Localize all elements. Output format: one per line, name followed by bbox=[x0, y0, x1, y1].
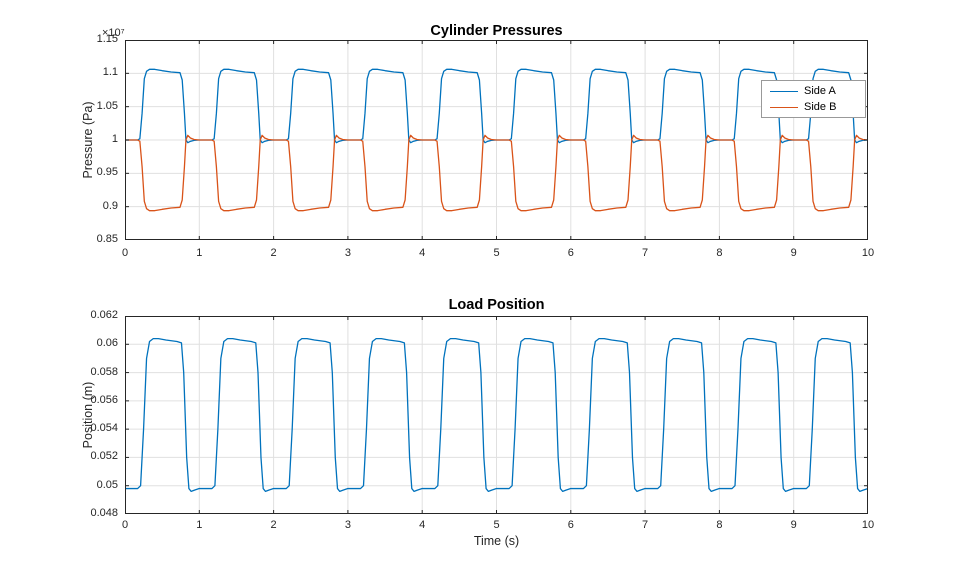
x-tick-label: 1 bbox=[196, 247, 203, 259]
y-tick-label: 0.052 bbox=[90, 450, 118, 463]
x-tick-label: 7 bbox=[642, 519, 649, 531]
x-tick-label: 9 bbox=[790, 247, 797, 259]
pressure-chart-title: Cylinder Pressures bbox=[430, 23, 563, 39]
y-tick-label: 1.05 bbox=[96, 99, 118, 112]
y-tick-label: 0.06 bbox=[96, 337, 118, 350]
x-tick-label: 8 bbox=[716, 247, 723, 259]
y-tick-label: 0.048 bbox=[90, 507, 118, 519]
y-tick-label: 0.05 bbox=[96, 478, 118, 491]
y-tick-label: 1.1 bbox=[102, 66, 118, 79]
x-tick-label: 3 bbox=[344, 247, 351, 259]
y-axis-exponent-label: ×10⁷ bbox=[102, 27, 125, 39]
x-tick-label: 10 bbox=[861, 519, 875, 531]
y-tick-label: 1 bbox=[111, 133, 118, 145]
y-tick-label: 0.85 bbox=[96, 233, 118, 245]
y-tick-label: 0.95 bbox=[96, 166, 118, 179]
x-tick-label: 0 bbox=[121, 247, 129, 259]
legend: Side A Side B bbox=[761, 80, 866, 118]
side-a-line-sample bbox=[770, 90, 798, 92]
x-tick-label: 9 bbox=[790, 519, 797, 531]
y-tick-label: 0.058 bbox=[90, 365, 118, 378]
side-b-line-sample bbox=[770, 106, 798, 108]
x-tick-label: 7 bbox=[642, 247, 649, 259]
x-tick-label: 2 bbox=[270, 247, 277, 259]
legend-label-side-a: Side A bbox=[804, 85, 836, 97]
legend-entry-side-b: Side B bbox=[762, 99, 865, 115]
y-tick-label: 0.9 bbox=[102, 199, 118, 212]
pressure-plot-area bbox=[125, 40, 868, 240]
y-tick-label: 1.15 bbox=[96, 33, 118, 45]
x-tick-label: 10 bbox=[861, 247, 875, 259]
x-tick-label: 6 bbox=[567, 247, 574, 259]
legend-label-side-b: Side B bbox=[804, 101, 837, 113]
position-plot-area bbox=[125, 316, 868, 514]
x-tick-label: 1 bbox=[196, 519, 203, 531]
y-tick-label: 0.062 bbox=[90, 309, 118, 321]
y-tick-label: 0.054 bbox=[90, 422, 118, 435]
x-tick-label: 3 bbox=[344, 519, 351, 531]
x-axis-label: Time (s) bbox=[473, 534, 520, 548]
y-tick-label: 0.056 bbox=[90, 393, 118, 406]
x-tick-label: 6 bbox=[567, 519, 574, 531]
x-tick-label: 5 bbox=[493, 519, 500, 531]
position-chart-title: Load Position bbox=[448, 297, 545, 313]
x-tick-label: 4 bbox=[419, 247, 426, 259]
x-tick-label: 8 bbox=[716, 519, 723, 531]
legend-entry-side-a: Side A bbox=[762, 83, 865, 99]
x-tick-label: 5 bbox=[493, 247, 500, 259]
x-tick-label: 0 bbox=[121, 519, 129, 531]
x-tick-label: 4 bbox=[419, 519, 426, 531]
position-y-axis-label: Position (m) bbox=[81, 381, 95, 449]
x-tick-label: 2 bbox=[270, 519, 277, 531]
